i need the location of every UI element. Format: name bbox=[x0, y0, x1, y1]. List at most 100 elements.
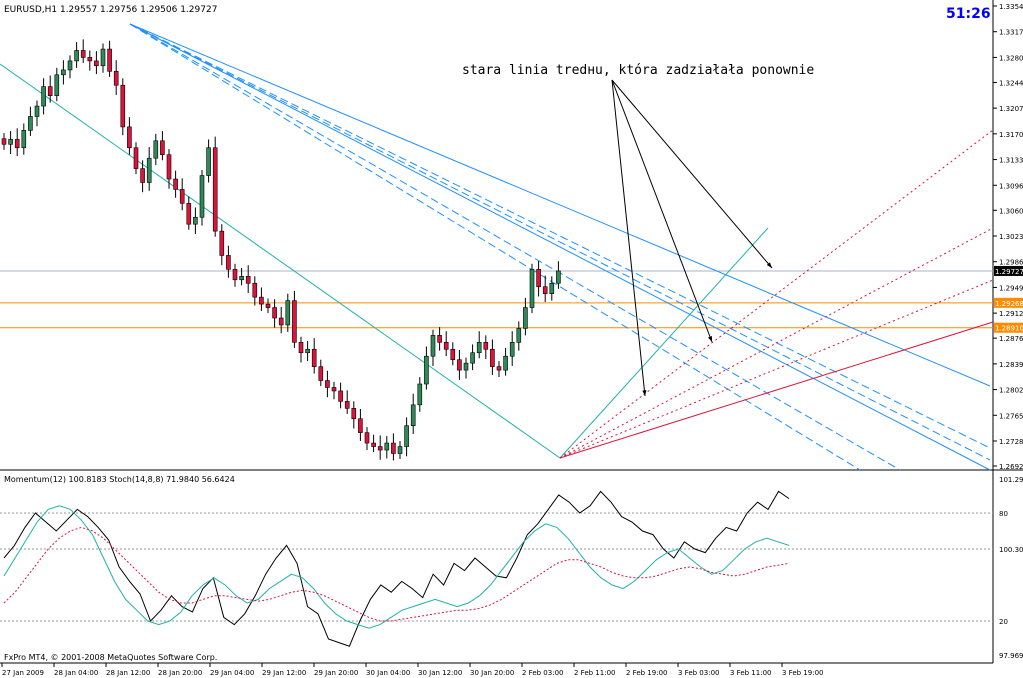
candle-body bbox=[8, 139, 13, 145]
candle-body bbox=[463, 362, 469, 371]
indicator-header: Momentum(12) 100.8183 Stoch(14,8,8) 71.9… bbox=[4, 475, 235, 484]
candle-body bbox=[529, 269, 535, 308]
price-tick-label: 1.28020 bbox=[999, 387, 1023, 395]
candle-body bbox=[133, 147, 139, 169]
price-tick-label: 1.29490 bbox=[999, 284, 1023, 292]
candle-body bbox=[292, 300, 297, 343]
candle-body bbox=[384, 442, 390, 451]
candle-body bbox=[47, 86, 53, 96]
candle-body bbox=[54, 74, 60, 96]
candle-body bbox=[424, 355, 429, 385]
time-tick-label: 30 Jan 20:00 bbox=[470, 669, 514, 677]
candle-body bbox=[179, 189, 185, 204]
candle-body bbox=[41, 86, 46, 107]
price-tag bbox=[994, 322, 1023, 333]
time-axis: 27 Jan 2009 28 Jan 04:00 28 Jan 12:00 28 Ja… bbox=[1, 663, 823, 677]
price-tag bbox=[994, 297, 1023, 308]
candle-body bbox=[536, 269, 541, 288]
time-tick-label: 30 Jan 12:00 bbox=[418, 669, 462, 677]
candle-body bbox=[278, 317, 284, 326]
time-tick-label: 28 Jan 04:00 bbox=[54, 669, 98, 677]
candle-body bbox=[430, 335, 436, 357]
candle-body bbox=[120, 84, 126, 128]
time-tick-label: 2 Feb 19:00 bbox=[626, 669, 667, 677]
price-tick-label: 1.27650 bbox=[999, 412, 1023, 420]
candle-body bbox=[443, 342, 449, 350]
candle-body bbox=[107, 48, 112, 72]
candle-body bbox=[318, 366, 324, 381]
candle-body bbox=[80, 50, 86, 58]
aqua-up-line bbox=[559, 227, 769, 459]
candle-body bbox=[542, 286, 548, 294]
time-tick-label: 27 Jan 2009 bbox=[2, 669, 44, 677]
trendline-annotation: stara linia tredнu, która zadziałała pon… bbox=[462, 63, 814, 78]
aqua-channel-line bbox=[0, 63, 561, 459]
candle-body bbox=[338, 390, 343, 402]
red-fan-line bbox=[559, 227, 994, 459]
candle-body bbox=[232, 269, 238, 281]
candle-body bbox=[410, 404, 416, 426]
candle-body bbox=[127, 126, 132, 149]
candle-body bbox=[74, 50, 79, 62]
old-trend-line bbox=[129, 23, 991, 387]
candle-body bbox=[391, 442, 396, 454]
price-tick-label: 1.28390 bbox=[999, 361, 1023, 369]
annotation-arrow bbox=[611, 79, 713, 343]
price-tick-label: 1.33540 bbox=[999, 3, 1023, 11]
price-axis: 1.33540 1.33170 1.32800 1.32440 1.32070 1.317… bbox=[993, 3, 1023, 471]
candle-body bbox=[483, 342, 489, 350]
time-tick-label: 3 Feb 11:00 bbox=[730, 669, 771, 677]
fan-line bbox=[129, 23, 901, 471]
price-tick-label: 1.30960 bbox=[999, 182, 1023, 190]
candle-body bbox=[113, 71, 119, 86]
time-tick-label: 3 Feb 03:00 bbox=[678, 669, 719, 677]
countdown-timer: 51:26 bbox=[946, 6, 991, 22]
candle-body bbox=[21, 130, 27, 149]
price-tick-label: 1.31700 bbox=[999, 131, 1023, 139]
candle-body bbox=[259, 296, 264, 305]
candle-body bbox=[252, 282, 258, 298]
candle-body bbox=[212, 147, 218, 232]
time-tick-label: 28 Jan 20:00 bbox=[158, 669, 202, 677]
price-tick-label: 1.30230 bbox=[999, 233, 1023, 241]
candle-body bbox=[239, 276, 244, 281]
candle-body bbox=[450, 348, 456, 360]
candle-body bbox=[186, 203, 192, 225]
price-tick-label: 1.32070 bbox=[999, 105, 1023, 113]
price-tick-label: 1.32800 bbox=[999, 54, 1023, 62]
candle-body bbox=[219, 230, 225, 256]
fan-line bbox=[129, 23, 991, 461]
candle-body bbox=[166, 154, 172, 180]
candle-body bbox=[226, 255, 231, 270]
time-tick-label: 30 Jan 04:00 bbox=[366, 669, 410, 677]
symbol-ohlc-label: EURUSD,H1 1.29557 1.29756 1.29506 1.2972… bbox=[4, 5, 217, 15]
price-tick-label: 1.29860 bbox=[999, 259, 1023, 267]
time-tick-label: 29 Jan 04:00 bbox=[210, 669, 254, 677]
price-tick-label: 1.27280 bbox=[999, 438, 1023, 446]
time-tick-label: 3 Feb 19:00 bbox=[782, 669, 823, 677]
candle-body bbox=[173, 178, 178, 190]
candle-body bbox=[523, 307, 528, 329]
indicator-series-line bbox=[3, 505, 790, 629]
red-fan-line bbox=[559, 129, 994, 459]
candle-body bbox=[496, 366, 502, 371]
candle-body bbox=[206, 147, 211, 176]
candle-body bbox=[67, 60, 73, 71]
arrowhead bbox=[766, 262, 772, 268]
candle-body bbox=[371, 442, 376, 447]
candle-body bbox=[199, 175, 205, 218]
price-tick-label: 1.28760 bbox=[999, 335, 1023, 343]
arrowhead bbox=[708, 336, 712, 342]
candle-body bbox=[285, 300, 291, 326]
copyright-footer: FxPro MT4, © 2001-2008 MetaQuotes Softwa… bbox=[4, 653, 217, 662]
candle-body bbox=[153, 140, 159, 159]
candle-body bbox=[61, 69, 66, 76]
candle-body bbox=[140, 168, 145, 183]
candle-body bbox=[516, 328, 522, 343]
candle-body bbox=[509, 342, 515, 357]
candle-body bbox=[298, 342, 304, 354]
price-tag bbox=[994, 265, 1023, 276]
price-tag-label: 1.29727 bbox=[995, 268, 1023, 276]
indicator-series-line bbox=[3, 526, 790, 622]
